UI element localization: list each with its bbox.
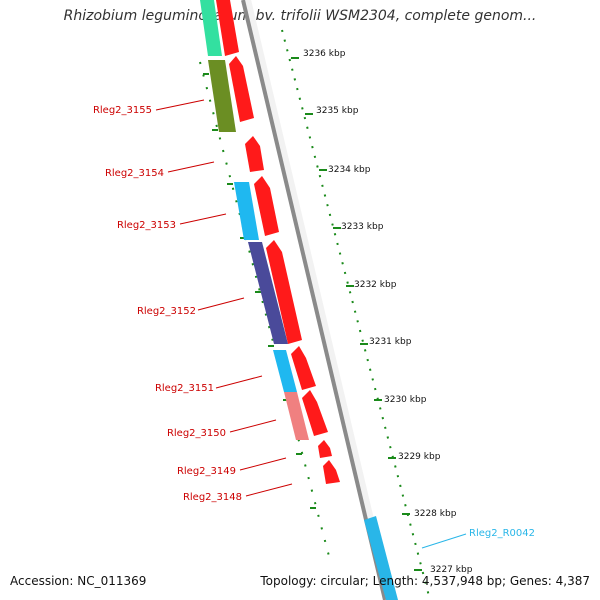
cds-arrow-5 xyxy=(266,240,302,344)
cds-arrow-6 xyxy=(291,346,316,390)
kbp-label: 3233 kbp xyxy=(341,222,384,232)
cds-arrow-7 xyxy=(302,390,328,436)
map-title: Rhizobium leguminosarum bv. trifolii WSM… xyxy=(63,8,537,24)
cds-arrow-3 xyxy=(245,136,264,172)
gene-cyan-2 xyxy=(273,350,297,392)
gene-cyan-1 xyxy=(234,182,259,240)
ruler-major-ticks xyxy=(291,57,422,571)
cds-arrow-1 xyxy=(216,0,239,56)
kbp-label: 3229 kbp xyxy=(398,452,441,462)
gene-label: Rleg2_3150 xyxy=(167,428,226,439)
cds-arrow-2 xyxy=(229,56,254,122)
gene-teal xyxy=(200,0,222,56)
label-leaders xyxy=(155,99,293,497)
left-track-genes xyxy=(200,0,398,600)
gene-label: Rleg2_3151 xyxy=(155,383,214,394)
gene-olive xyxy=(208,60,236,132)
gene-label: Rleg2_3153 xyxy=(117,220,176,231)
kbp-labels: 3236 kbp 3235 kbp 3234 kbp 3233 kbp 3232… xyxy=(303,49,473,575)
gene-labels: Rleg2_3155 Rleg2_3154 Rleg2_3153 Rleg2_3… xyxy=(93,105,535,539)
kbp-label: 3230 kbp xyxy=(384,395,427,405)
backbone xyxy=(241,0,393,600)
gene-label: Rleg2_3149 xyxy=(177,466,236,477)
cds-arrows xyxy=(216,0,340,484)
kbp-label: 3235 kbp xyxy=(316,106,359,116)
cds-arrow-4 xyxy=(254,176,279,236)
rna-label: Rleg2_R0042 xyxy=(469,528,535,539)
kbp-label: 3234 kbp xyxy=(328,165,371,175)
gene-navy xyxy=(248,242,288,344)
gene-pink xyxy=(284,392,309,440)
genome-meta: Topology: circular; Length: 4,537,948 bp… xyxy=(260,574,590,588)
kbp-label: 3236 kbp xyxy=(303,49,346,59)
gene-label: Rleg2_3152 xyxy=(137,306,196,317)
accession: Accession: NC_011369 xyxy=(10,574,147,588)
kbp-label: 3227 kbp xyxy=(430,565,473,575)
gene-label: Rleg2_3148 xyxy=(183,492,242,503)
cds-arrow-9 xyxy=(323,460,340,484)
gene-label: Rleg2_3154 xyxy=(105,168,164,179)
outer-ruler xyxy=(281,29,431,600)
gene-cyan-rna xyxy=(364,516,398,600)
kbp-label: 3232 kbp xyxy=(354,280,397,290)
kbp-label: 3231 kbp xyxy=(369,337,412,347)
gene-label: Rleg2_3155 xyxy=(93,105,152,116)
kbp-label: 3228 kbp xyxy=(414,509,457,519)
rna-leader xyxy=(421,533,467,549)
cds-arrow-8 xyxy=(318,440,332,458)
